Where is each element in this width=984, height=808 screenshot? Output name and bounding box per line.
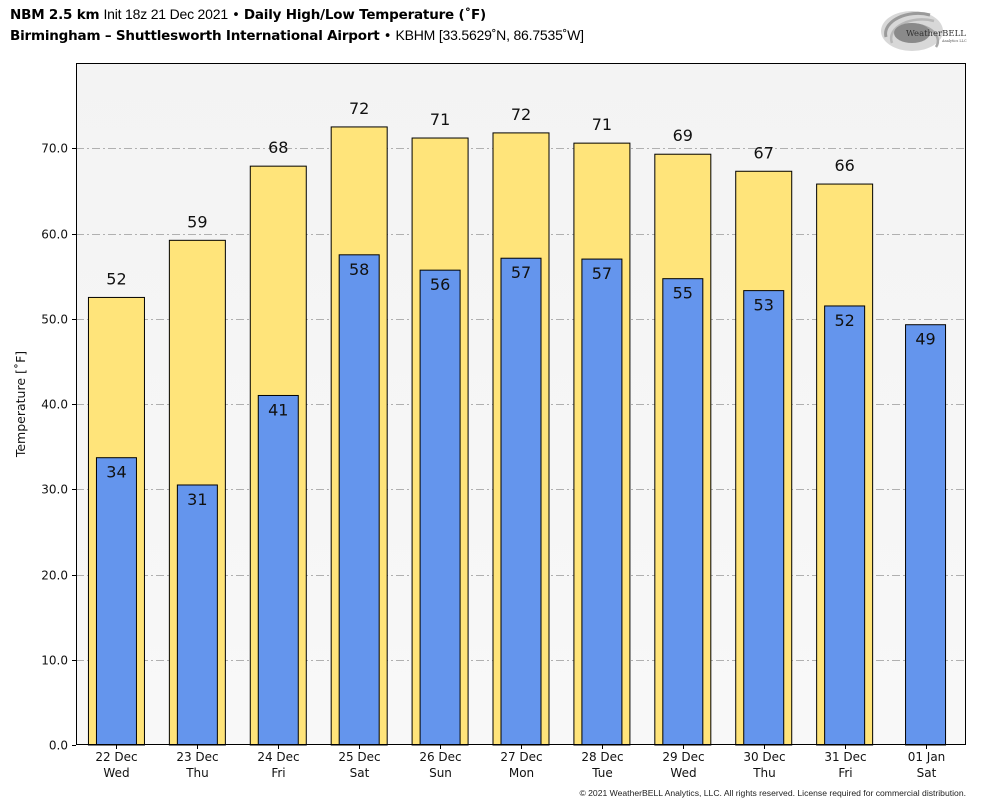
low-temp-label: 57	[511, 263, 531, 282]
y-axis-label: Temperature [˚F]	[13, 351, 28, 458]
low-temp-label: 31	[187, 490, 207, 509]
x-tick-label-day: Sat	[917, 766, 937, 780]
low-temp-bar	[338, 254, 380, 746]
logo-subtext: Analytics LLC	[941, 39, 967, 43]
weatherbell-logo-icon: WeatherBELL Analytics LLC	[881, 11, 967, 51]
low-temp-bar	[419, 269, 461, 746]
x-tick-label-date: 23 Dec	[176, 750, 218, 764]
value-labels: 52 34 59 31 68 41 72 58 71 56 72 57 71 57 69 55 67 53 66 52…	[106, 99, 935, 509]
low-temp-bar	[743, 290, 785, 746]
high-temp-label: 67	[754, 143, 774, 162]
x-tick-label-day: Wed	[670, 766, 696, 780]
location-name: Birmingham – Shuttlesworth International…	[10, 28, 380, 44]
low-temp-bar	[905, 324, 947, 746]
chart-title-line-1: NBM 2.5 km Init 18z 21 Dec 2021 • Daily …	[10, 6, 486, 23]
low-temp-bar	[500, 257, 542, 746]
product-title: Daily High/Low Temperature (˚F)	[243, 7, 487, 23]
x-tick-label-date: 28 Dec	[581, 750, 623, 764]
x-tick-label-date: 25 Dec	[338, 750, 380, 764]
y-tick-label: 10.0	[41, 654, 68, 668]
high-temp-label: 71	[430, 110, 450, 129]
chart-title-line-2: Birmingham – Shuttlesworth International…	[10, 27, 584, 44]
x-tick-label-date: 22 Dec	[95, 750, 137, 764]
x-axis: 22 Dec Wed 23 Dec Thu 24 Dec Fri 25 Dec Sat 26 D…	[95, 745, 945, 780]
x-tick-label-day: Fri	[838, 766, 852, 780]
low-temp-label: 55	[673, 284, 693, 303]
low-temp-label: 53	[754, 296, 774, 315]
x-tick-label-day: Sun	[429, 766, 452, 780]
y-tick-label: 70.0	[41, 142, 68, 156]
separator: •	[232, 7, 240, 23]
x-tick-label-day: Sat	[350, 766, 370, 780]
x-tick-label-date: 24 Dec	[257, 750, 299, 764]
x-tick-label-date: 29 Dec	[662, 750, 704, 764]
separator: •	[383, 28, 392, 44]
y-tick-label: 50.0	[41, 313, 68, 327]
plot-frame	[76, 63, 966, 745]
low-temp-bar	[824, 305, 866, 746]
bars	[87, 126, 947, 746]
low-temp-bar	[176, 484, 218, 746]
x-tick-label-date: 27 Dec	[500, 750, 542, 764]
high-temp-label: 52	[106, 269, 126, 288]
high-temp-label: 69	[673, 126, 693, 145]
high-temp-label: 71	[592, 115, 612, 134]
low-temp-label: 41	[268, 400, 288, 419]
model-name: NBM 2.5 km	[10, 7, 100, 23]
y-tick-label: 60.0	[41, 228, 68, 242]
low-temp-label: 57	[592, 264, 612, 283]
x-tick-label-day: Wed	[103, 766, 129, 780]
logo-text: WeatherBELL	[906, 29, 966, 39]
high-temp-label: 72	[511, 105, 531, 124]
x-tick-label-date: 26 Dec	[419, 750, 461, 764]
high-temp-label: 68	[268, 138, 288, 157]
high-temp-label: 66	[834, 156, 854, 175]
y-axis: 0.0 10.0 20.0 30.0 40.0 50.0 60.0 70.0	[41, 142, 76, 753]
station-info: KBHM [33.5629˚N, 86.7535˚W]	[395, 27, 584, 43]
high-temp-label: 72	[349, 99, 369, 118]
low-temp-label: 52	[834, 311, 854, 330]
low-temp-label: 56	[430, 275, 450, 294]
x-tick-label-day: Thu	[752, 766, 776, 780]
y-tick-label: 0.0	[49, 739, 68, 753]
init-time: Init 18z 21 Dec 2021	[103, 6, 228, 22]
high-temp-label: 59	[187, 212, 207, 231]
low-temp-label: 58	[349, 260, 369, 279]
y-tick-label: 20.0	[41, 569, 68, 583]
x-tick-label-day: Mon	[509, 766, 534, 780]
low-temp-bar	[581, 258, 623, 746]
copyright-footer: © 2021 WeatherBELL Analytics, LLC. All r…	[579, 788, 966, 798]
low-temp-label: 34	[106, 463, 126, 482]
x-tick-label-date: 01 Jan	[908, 750, 946, 764]
y-tick-label: 30.0	[41, 483, 68, 497]
x-tick-label-day: Fri	[271, 766, 285, 780]
low-temp-bar	[257, 394, 299, 746]
x-tick-label-day: Thu	[185, 766, 209, 780]
low-temp-bar	[95, 457, 137, 746]
x-tick-label-date: 30 Dec	[743, 750, 785, 764]
low-temp-label: 49	[915, 330, 935, 349]
x-tick-label-date: 31 Dec	[824, 750, 866, 764]
low-temp-bar	[662, 278, 704, 746]
y-tick-label: 40.0	[41, 398, 68, 412]
x-tick-label-day: Tue	[591, 766, 613, 780]
